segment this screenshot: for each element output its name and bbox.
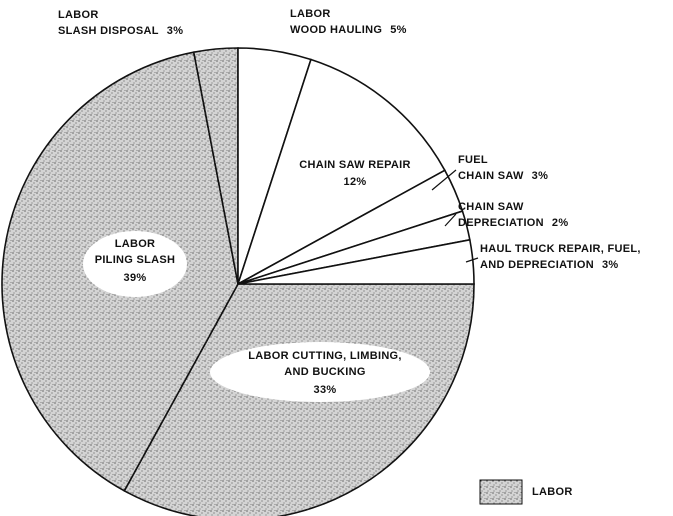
slice-label-line: HAUL TRUCK REPAIR, FUEL, — [480, 243, 641, 255]
slice-label: WOOD HAULING 5% — [290, 24, 407, 36]
value-label: 3% — [532, 170, 549, 182]
slice-label-line: DEPRECIATION — [458, 217, 544, 229]
slice-label-line: LABOR — [58, 9, 99, 21]
value-label: 12% — [344, 176, 367, 188]
legend-label: LABOR — [532, 486, 573, 498]
slice-label: PILING SLASH — [95, 254, 176, 266]
slice-label-line: WOOD HAULING — [290, 24, 382, 36]
slice-label-line: LABOR — [290, 8, 331, 20]
slice-label: AND BUCKING — [284, 366, 366, 378]
slice-label-line: CHAIN SAW REPAIR — [299, 159, 411, 171]
label-background — [83, 231, 187, 297]
leader-line — [431, 169, 457, 191]
slice-label: CHAIN SAW 3% — [458, 170, 548, 182]
slice-label-line: FUEL — [458, 154, 488, 166]
slice-label-line: PILING SLASH — [95, 254, 176, 266]
value-label: 3% — [167, 25, 184, 37]
slice-label: CHAIN SAW REPAIR — [299, 159, 411, 171]
slice-label: HAUL TRUCK REPAIR, FUEL, — [480, 243, 641, 255]
slice — [236, 58, 446, 286]
slice-label: FUEL — [458, 154, 488, 166]
value-label: 2% — [552, 217, 569, 229]
slice-label-line: LABOR CUTTING, LIMBING, — [248, 350, 402, 362]
stipple — [193, 48, 238, 284]
slice-label: LABOR — [290, 8, 331, 20]
leader-line — [465, 257, 479, 263]
slice-label-line: SLASH DISPOSAL — [58, 25, 159, 37]
slice — [237, 238, 475, 285]
slice-label: LABOR — [115, 238, 156, 250]
slice-label: SLASH DISPOSAL 3% — [58, 25, 183, 37]
leader-line — [444, 213, 457, 227]
slice-label: CHAIN SAW — [458, 201, 524, 213]
label-background — [210, 342, 430, 402]
slice-label: DEPRECIATION 2% — [458, 217, 568, 229]
slice-label-line: CHAIN SAW — [458, 170, 524, 182]
legend-swatch-stipple — [480, 480, 522, 504]
value-label: 33% — [314, 384, 337, 396]
value-label: 39% — [124, 272, 147, 284]
value-label: 5% — [390, 24, 407, 36]
slice-label-line: AND DEPRECIATION — [480, 259, 594, 271]
slice-label-line: LABOR — [115, 238, 156, 250]
slice-label: LABOR — [58, 9, 99, 21]
value-label: 3% — [602, 259, 619, 271]
slice-label: LABOR CUTTING, LIMBING, — [248, 350, 402, 362]
slice-label: AND DEPRECIATION 3% — [480, 259, 619, 271]
slice-label-line: AND BUCKING — [284, 366, 366, 378]
slice-label-line: CHAIN SAW — [458, 201, 524, 213]
